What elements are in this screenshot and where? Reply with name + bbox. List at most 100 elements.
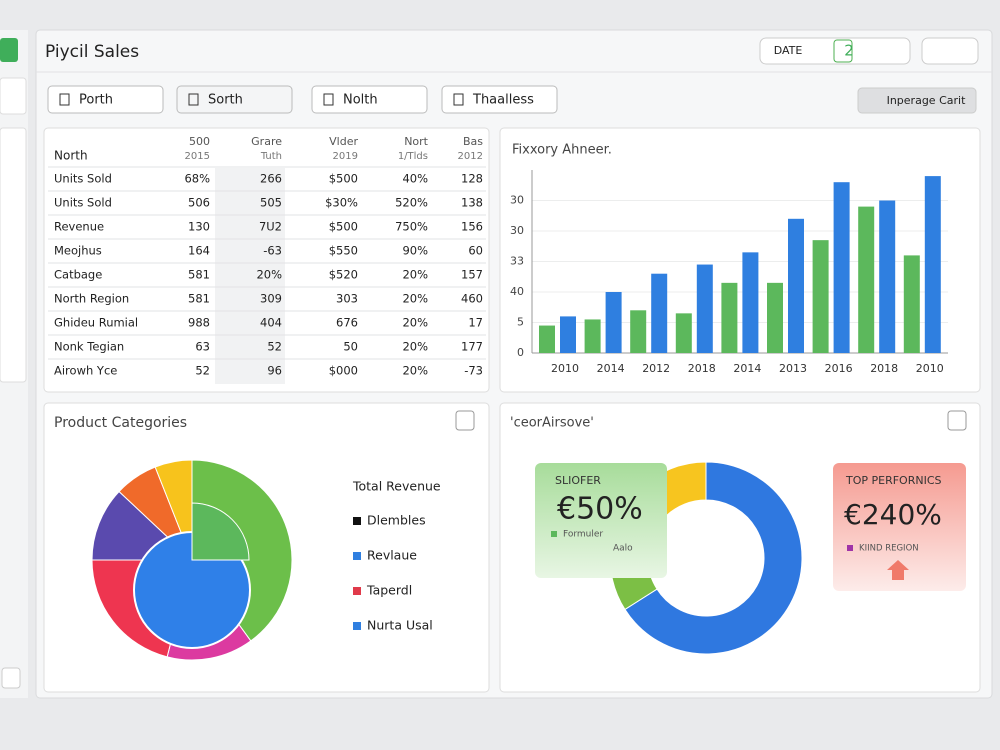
y-tick-label: 5 [517,316,524,329]
column-head: Nort [404,135,428,148]
cell: 63 [195,340,210,354]
cell: 988 [188,316,210,330]
cell: 157 [461,268,483,282]
bar [742,252,759,353]
filter-icon [59,93,70,106]
bar [879,200,896,353]
cell: 7U2 [259,220,282,234]
cell: 50 [343,340,358,354]
card-swatch [551,531,557,537]
row-label: Revenue [54,220,104,234]
slice [624,461,803,655]
cell: -63 [263,244,282,258]
legend-label: Revlaue [367,548,417,563]
cell: 266 [260,172,282,186]
filter-button[interactable] [47,85,164,114]
tools-button[interactable] [921,37,979,65]
filter-button[interactable] [176,85,293,114]
cell: $500 [329,220,358,234]
row-label: Units Sold [54,196,112,210]
cell: 20% [402,316,428,330]
cell: 96 [267,364,282,378]
filter-label: Sorth [208,93,243,108]
nav-bottom[interactable] [1,667,21,689]
badge-box[interactable] [833,39,853,63]
bar [812,240,829,353]
cell: 52 [267,340,282,354]
bar [539,325,555,353]
cell: -73 [464,364,483,378]
y-tick-label: 40 [510,285,524,298]
legend-label: Dlembles [367,513,426,528]
filter-icon [453,93,464,106]
bar [924,176,941,353]
filter-label: Thaalless [472,93,534,108]
x-tick-label: 2018 [870,362,898,375]
cell: 52 [195,364,210,378]
column-head: Bas [463,135,483,148]
cell: 506 [188,196,210,210]
cell: 520% [395,196,428,210]
card-legend: KIIND REGION [859,544,919,554]
up-arrow [887,560,909,580]
x-tick-label: 2010 [551,362,579,375]
cell: 404 [260,316,282,330]
x-tick-label: 2014 [597,362,625,375]
bar [630,310,647,353]
cell: $30% [325,196,358,210]
y-tick-label: 30 [510,224,524,237]
legend-label: Taperdl [366,583,412,598]
cell: 505 [260,196,282,210]
bar [651,273,668,353]
nav-group[interactable] [0,127,27,383]
bar [584,319,601,353]
cell: 303 [336,292,358,306]
cell: 40% [402,172,428,186]
filter-button[interactable] [311,85,428,114]
cell: 128 [461,172,483,186]
column-head: Grare [251,135,282,148]
legend-swatch [353,622,361,630]
bar-title: Fixxory Ahneer. [512,143,612,158]
action-button[interactable] [857,87,977,114]
x-tick-label: 2010 [916,362,944,375]
nav-icon[interactable] [0,77,27,115]
legend-title: Total Revenue [352,479,441,494]
cell: 20% [256,268,282,282]
bar [560,316,576,353]
cell: $500 [329,172,358,186]
column-head: 500 [189,135,210,148]
cell: 164 [188,244,210,258]
column-sub: 2012 [458,151,483,162]
donut-export[interactable] [947,410,967,431]
cell: 60 [468,244,483,258]
row-label: Ghideu Rumial [54,316,138,330]
left-card [535,463,667,578]
cell: $520 [329,268,358,282]
cell: 130 [188,220,210,234]
card-note: Aalo [613,544,633,554]
filter-label: Porth [79,93,113,108]
legend-label: Nurta Usal [367,618,433,633]
right-card [833,463,966,591]
y-tick-label: 30 [510,194,524,207]
legend-swatch [353,517,361,525]
y-tick-label: 33 [510,255,524,268]
shaded-column [215,168,285,384]
filter-button[interactable] [441,85,558,114]
bar [696,264,713,353]
y-tick-label: 0 [517,346,524,359]
filter-icon [323,93,334,106]
card-swatch [847,545,853,551]
row-label: North Region [54,292,129,306]
bar [605,292,622,353]
pie-export[interactable] [455,410,475,431]
date-label: DATE [774,44,803,57]
table-corner: North [54,149,88,163]
column-sub: Tuth [260,151,282,162]
menu-icon[interactable] [0,38,18,62]
cell: 581 [188,268,210,282]
cell: 676 [336,316,358,330]
badge: 2 [844,42,854,60]
bar [833,182,850,353]
